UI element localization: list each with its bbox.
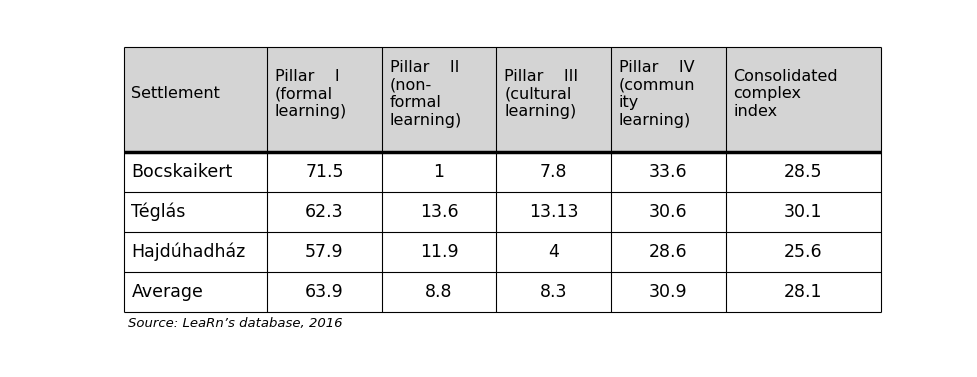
Text: 8.8: 8.8 xyxy=(425,284,453,301)
Text: 13.13: 13.13 xyxy=(530,203,578,221)
Bar xyxy=(124,47,881,152)
Bar xyxy=(124,192,881,232)
Text: 30.6: 30.6 xyxy=(649,203,688,221)
Bar xyxy=(124,272,881,313)
Text: 7.8: 7.8 xyxy=(540,163,568,181)
Text: 13.6: 13.6 xyxy=(420,203,458,221)
Text: 1: 1 xyxy=(434,163,445,181)
Text: 33.6: 33.6 xyxy=(649,163,688,181)
Text: Average: Average xyxy=(132,284,203,301)
Text: 71.5: 71.5 xyxy=(305,163,344,181)
Text: Pillar    III
(cultural
learning): Pillar III (cultural learning) xyxy=(504,69,578,119)
Text: Téglás: Téglás xyxy=(132,203,186,221)
Text: 25.6: 25.6 xyxy=(784,243,823,261)
Bar xyxy=(124,232,881,272)
Text: 4: 4 xyxy=(548,243,559,261)
Text: Settlement: Settlement xyxy=(132,86,220,101)
Text: 57.9: 57.9 xyxy=(305,243,344,261)
Text: 28.6: 28.6 xyxy=(649,243,688,261)
Text: Pillar    I
(formal
learning): Pillar I (formal learning) xyxy=(275,69,347,119)
Text: 63.9: 63.9 xyxy=(305,284,344,301)
Text: Pillar    IV
(commun
ity
learning): Pillar IV (commun ity learning) xyxy=(618,60,696,127)
Text: 28.5: 28.5 xyxy=(785,163,823,181)
Text: Bocskaikert: Bocskaikert xyxy=(132,163,233,181)
Text: 28.1: 28.1 xyxy=(785,284,823,301)
Text: Pillar    II
(non-
formal
learning): Pillar II (non- formal learning) xyxy=(390,60,462,127)
Text: Consolidated
complex
index: Consolidated complex index xyxy=(734,69,838,119)
Text: 30.9: 30.9 xyxy=(649,284,688,301)
Text: 30.1: 30.1 xyxy=(785,203,823,221)
Text: 8.3: 8.3 xyxy=(540,284,568,301)
Bar xyxy=(124,152,881,192)
Text: 62.3: 62.3 xyxy=(305,203,344,221)
Text: Hajdúhadház: Hajdúhadház xyxy=(132,243,245,261)
Text: Source: LeaRn’s database, 2016: Source: LeaRn’s database, 2016 xyxy=(128,317,342,330)
Text: 11.9: 11.9 xyxy=(420,243,458,261)
